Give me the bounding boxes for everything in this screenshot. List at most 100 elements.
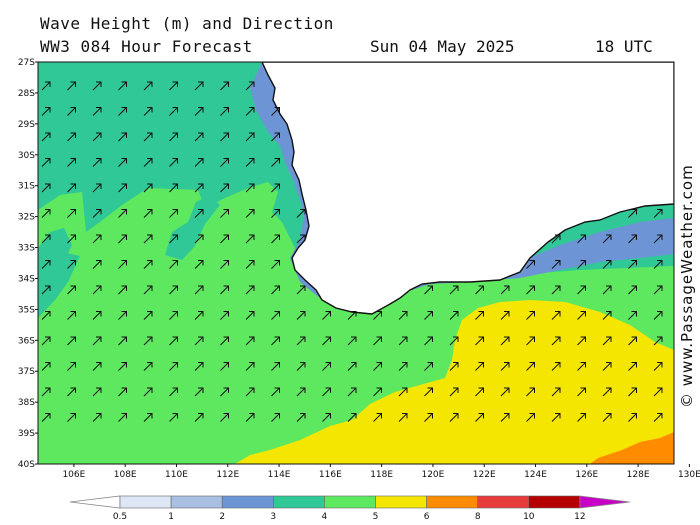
wave-direction-arrow <box>653 413 663 422</box>
longitude-label: 122E <box>473 470 496 480</box>
legend-tick-label: 4 <box>322 512 328 522</box>
wave-direction-arrow <box>449 285 459 295</box>
wave-direction-arrow <box>143 158 153 167</box>
wave-direction-arrow <box>143 336 153 346</box>
wave-direction-arrow <box>296 311 306 320</box>
wave-direction-arrow <box>92 387 102 397</box>
wave-direction-arrow <box>296 362 306 371</box>
wave-direction-arrow <box>169 336 178 346</box>
wave-direction-arrow <box>143 387 153 397</box>
wave-direction-arrow <box>245 234 255 244</box>
wave-direction-arrow <box>118 183 127 193</box>
wave-direction-arrow <box>143 311 153 320</box>
wave-direction-arrow <box>653 362 663 371</box>
wave-direction-arrow <box>526 260 535 269</box>
wave-direction-arrow <box>424 336 433 346</box>
wave-direction-arrow <box>628 285 637 295</box>
longitude-label: 118E <box>370 470 393 480</box>
wave-direction-arrow <box>92 311 102 320</box>
wave-direction-arrow <box>118 107 127 116</box>
wave-direction-arrow <box>602 387 612 397</box>
latitude-label: 35S <box>18 305 35 315</box>
wave-direction-arrow <box>118 311 127 320</box>
wave-direction-arrow <box>577 311 586 320</box>
longitude-label: 114E <box>268 470 291 480</box>
wave-direction-arrow <box>169 413 178 422</box>
wave-direction-arrow <box>92 336 102 346</box>
wave-direction-arrow <box>398 311 408 320</box>
wave-direction-arrow <box>41 362 51 371</box>
wave-direction-arrow <box>271 311 280 320</box>
wave-direction-arrow <box>602 234 612 244</box>
wave-direction-arrow <box>271 336 280 346</box>
wave-direction-arrow <box>41 260 51 269</box>
wave-direction-arrow <box>67 285 76 295</box>
longitude-label: 128E <box>627 470 650 480</box>
wave-direction-arrow <box>602 260 612 269</box>
wave-direction-arrow <box>41 336 51 346</box>
wave-direction-arrow <box>118 387 127 397</box>
wave-direction-arrow <box>194 260 204 269</box>
wave-direction-arrow <box>245 387 255 397</box>
wave-direction-arrow <box>245 311 255 320</box>
latitude-label: 34S <box>18 274 35 284</box>
wave-direction-arrow <box>424 311 433 320</box>
wave-direction-arrow <box>347 387 357 397</box>
legend-swatch <box>170 495 223 509</box>
wave-direction-arrow <box>424 285 433 295</box>
wave-direction-arrow <box>118 158 127 167</box>
wave-direction-arrow <box>41 158 51 167</box>
wave-direction-arrow <box>271 413 280 422</box>
wave-direction-arrow <box>628 311 637 320</box>
wave-direction-arrow <box>169 209 178 218</box>
legend-tick-label: 0.5 <box>113 512 127 522</box>
wave-direction-arrow <box>169 362 178 371</box>
wave-direction-arrow <box>449 387 459 397</box>
wave-direction-arrow <box>118 209 127 218</box>
legend-tick-label: 8 <box>475 512 481 522</box>
wave-direction-arrow <box>67 234 76 244</box>
wave-direction-arrow <box>245 132 255 142</box>
wave-band-3-4m-tongue <box>165 195 220 260</box>
wave-direction-arrow <box>602 413 612 422</box>
wave-direction-arrow <box>424 387 433 397</box>
wave-direction-arrow <box>92 285 102 295</box>
wave-band-6-8m <box>590 432 674 464</box>
wave-direction-arrow <box>143 413 153 422</box>
wave-direction-arrow <box>92 413 102 422</box>
wave-direction-arrow <box>194 158 204 167</box>
wave-direction-arrow <box>245 209 255 218</box>
map-subtitle: WW3 084 Hour Forecast <box>40 37 253 56</box>
wave-direction-arrow <box>118 260 127 269</box>
legend-tick-label: 12 <box>574 512 585 522</box>
wave-direction-arrow <box>653 387 663 397</box>
wave-direction-arrow <box>577 260 586 269</box>
wave-direction-arrow <box>551 285 561 295</box>
wave-direction-arrow <box>602 336 612 346</box>
wave-direction-arrow <box>475 336 484 346</box>
wave-direction-arrow <box>118 81 127 91</box>
wave-direction-arrow <box>500 413 510 422</box>
wave-direction-arrow <box>67 107 76 116</box>
wave-direction-arrow <box>475 285 484 295</box>
wave-direction-arrow <box>628 387 637 397</box>
wave-direction-arrow <box>143 234 153 244</box>
wave-direction-arrow <box>271 158 280 167</box>
wave-direction-arrow <box>118 234 127 244</box>
wave-direction-arrow <box>194 362 204 371</box>
wave-direction-arrow <box>526 285 535 295</box>
wave-direction-arrow <box>220 362 229 371</box>
wave-direction-arrow <box>169 81 178 91</box>
wave-direction-arrow <box>194 311 204 320</box>
wave-direction-arrow <box>41 183 51 193</box>
longitude-label: 120E <box>421 470 444 480</box>
wave-direction-arrow <box>41 413 51 422</box>
wave-direction-arrow <box>143 132 153 142</box>
wave-direction-arrow <box>271 132 280 142</box>
wave-direction-arrow <box>322 413 331 422</box>
wave-direction-arrow <box>526 336 535 346</box>
longitude-label: 124E <box>524 470 547 480</box>
australia-landmass <box>261 62 674 315</box>
wave-direction-arrow <box>296 209 306 218</box>
